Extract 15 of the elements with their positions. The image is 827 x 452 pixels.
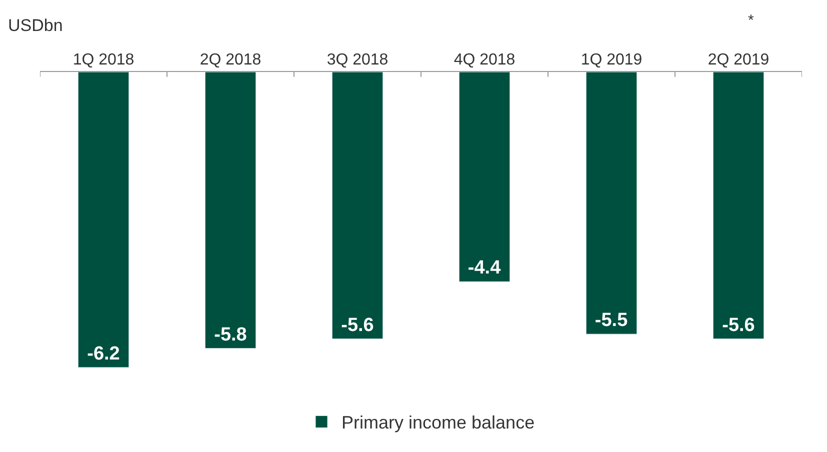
x-tick-label: 2Q 2019 bbox=[708, 52, 770, 69]
data-label: -4.4 bbox=[468, 258, 502, 279]
y-axis-title: USDbn bbox=[8, 16, 63, 35]
data-label: -5.6 bbox=[341, 314, 374, 336]
x-tick-label: 2Q 2018 bbox=[200, 52, 262, 69]
data-label: -5.5 bbox=[594, 310, 628, 332]
data-label: -5.8 bbox=[214, 324, 247, 346]
x-tick-label: 1Q 2018 bbox=[72, 52, 134, 69]
x-tick-label: 1Q 2019 bbox=[580, 52, 642, 69]
data-label: -5.6 bbox=[722, 314, 755, 336]
legend-label: Primary income balance bbox=[342, 412, 535, 433]
x-tick-label: 3Q 2018 bbox=[326, 52, 388, 69]
text: * bbox=[748, 12, 754, 29]
data-label: -6.2 bbox=[87, 343, 120, 364]
x-tick-label: 4Q 2018 bbox=[454, 52, 516, 69]
